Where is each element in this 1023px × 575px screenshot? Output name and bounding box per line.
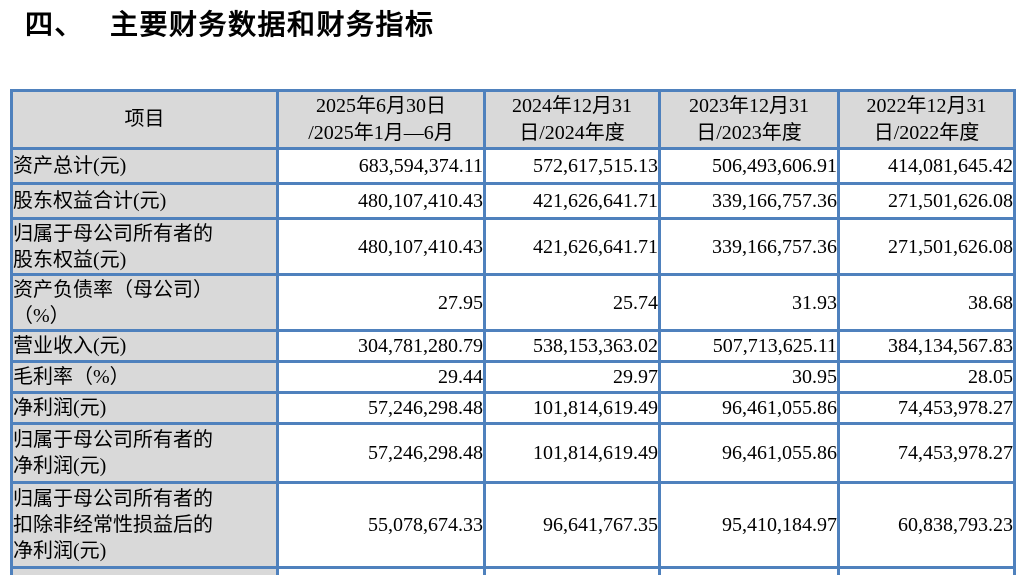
value-cell: 38.68 (837, 273, 1016, 333)
page-title: 四、 主要财务数据和财务指标 (0, 0, 1023, 42)
value-cell: 421,626,641.71 (483, 217, 661, 277)
value-cell (276, 566, 486, 575)
value-cell: 480,107,410.43 (276, 217, 486, 277)
table-row: 归属于母公司所有者的 股东权益(元) 480,107,410.43 421,62… (10, 217, 1016, 277)
row-label-cell (10, 566, 279, 575)
value-cell: 304,781,280.79 (276, 329, 486, 364)
table-row: 净利润(元) 57,246,298.48 101,814,619.49 96,4… (10, 391, 1016, 426)
table-row: 归属于母公司所有者的 净利润(元) 57,246,298.48 101,814,… (10, 422, 1016, 485)
value-cell: 30.95 (658, 360, 840, 395)
value-cell: 538,153,363.02 (483, 329, 661, 364)
header-item-cell: 项目 (10, 89, 279, 151)
row-label-cell: 营业收入(元) (10, 329, 279, 364)
table-row: 资产总计(元) 683,594,374.11 572,617,515.13 50… (10, 147, 1016, 186)
value-cell: 60,838,793.23 (837, 481, 1016, 570)
table-row-partial (10, 566, 1016, 575)
value-cell: 96,641,767.35 (483, 481, 661, 570)
value-cell: 683,594,374.11 (276, 147, 486, 186)
table-row: 资产负债率（母公司） （%） 27.95 25.74 31.93 38.68 (10, 273, 1016, 333)
value-cell: 96,461,055.86 (658, 422, 840, 485)
value-cell: 271,501,626.08 (837, 182, 1016, 221)
value-cell: 27.95 (276, 273, 486, 333)
header-period-cell: 2022年12月31 日/2022年度 (837, 89, 1016, 151)
value-cell: 29.44 (276, 360, 486, 395)
table-row: 毛利率（%） 29.44 29.97 30.95 28.05 (10, 360, 1016, 395)
value-cell: 414,081,645.42 (837, 147, 1016, 186)
row-label-cell: 归属于母公司所有者的 股东权益(元) (10, 217, 279, 277)
value-cell: 31.93 (658, 273, 840, 333)
value-cell: 101,814,619.49 (483, 422, 661, 485)
value-cell: 55,078,674.33 (276, 481, 486, 570)
row-label-cell: 资产总计(元) (10, 147, 279, 186)
value-cell: 339,166,757.36 (658, 182, 840, 221)
value-cell: 421,626,641.71 (483, 182, 661, 221)
value-cell: 95,410,184.97 (658, 481, 840, 570)
value-cell: 74,453,978.27 (837, 391, 1016, 426)
section-title-text: 主要财务数据和财务指标 (110, 10, 435, 41)
value-cell: 101,814,619.49 (483, 391, 661, 426)
table-row: 股东权益合计(元) 480,107,410.43 421,626,641.71 … (10, 182, 1016, 221)
row-label-cell: 归属于母公司所有者的 净利润(元) (10, 422, 279, 485)
financial-data-table: 项目 2025年6月30日 /2025年1月—6月 2024年12月31 日/2… (10, 89, 1016, 575)
value-cell: 271,501,626.08 (837, 217, 1016, 277)
value-cell (483, 566, 661, 575)
table-row: 归属于母公司所有者的 扣除非经常性损益后的 净利润(元) 55,078,674.… (10, 481, 1016, 570)
value-cell: 25.74 (483, 273, 661, 333)
value-cell: 572,617,515.13 (483, 147, 661, 186)
row-label-cell: 归属于母公司所有者的 扣除非经常性损益后的 净利润(元) (10, 481, 279, 570)
value-cell: 74,453,978.27 (837, 422, 1016, 485)
header-period-cell: 2024年12月31 日/2024年度 (483, 89, 661, 151)
value-cell: 57,246,298.48 (276, 422, 486, 485)
value-cell: 480,107,410.43 (276, 182, 486, 221)
value-cell: 96,461,055.86 (658, 391, 840, 426)
value-cell: 339,166,757.36 (658, 217, 840, 277)
row-label-cell: 净利润(元) (10, 391, 279, 426)
value-cell: 57,246,298.48 (276, 391, 486, 426)
header-period-cell: 2023年12月31 日/2023年度 (658, 89, 840, 151)
header-row: 项目 2025年6月30日 /2025年1月—6月 2024年12月31 日/2… (10, 89, 1016, 151)
table-row: 营业收入(元) 304,781,280.79 538,153,363.02 50… (10, 329, 1016, 364)
section-number: 四、 (25, 10, 85, 41)
row-label-cell: 资产负债率（母公司） （%） (10, 273, 279, 333)
value-cell: 384,134,567.83 (837, 329, 1016, 364)
row-label-cell: 毛利率（%） (10, 360, 279, 395)
value-cell: 28.05 (837, 360, 1016, 395)
header-period-cell: 2025年6月30日 /2025年1月—6月 (276, 89, 486, 151)
row-label-cell: 股东权益合计(元) (10, 182, 279, 221)
value-cell (837, 566, 1016, 575)
value-cell: 29.97 (483, 360, 661, 395)
value-cell: 506,493,606.91 (658, 147, 840, 186)
value-cell (658, 566, 840, 575)
value-cell: 507,713,625.11 (658, 329, 840, 364)
